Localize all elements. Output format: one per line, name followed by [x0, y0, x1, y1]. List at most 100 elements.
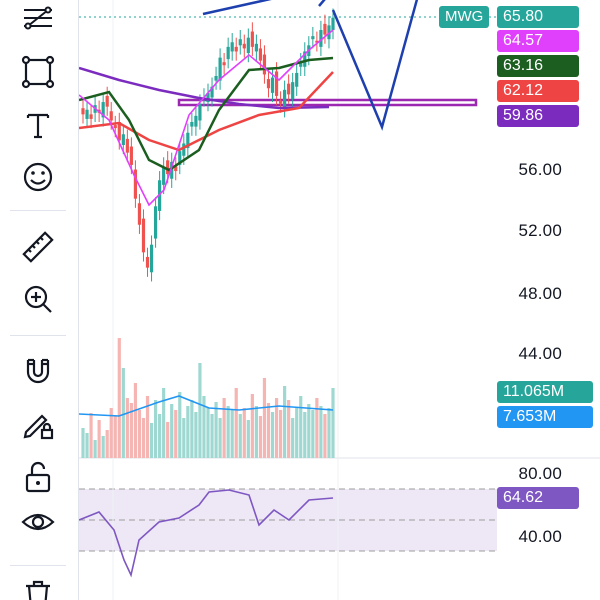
candle-body	[178, 151, 182, 165]
volume-bar	[166, 422, 170, 458]
volume-bar	[327, 408, 331, 458]
trend-line[interactable]	[202, 0, 284, 16]
trend-line[interactable]	[318, 0, 331, 7]
volume-ma-line	[78, 395, 334, 417]
candle-body	[266, 79, 271, 89]
candle-body	[311, 36, 315, 40]
ma-purple-line	[78, 66, 330, 110]
candle-body	[170, 161, 174, 179]
candle-body	[262, 54, 267, 75]
volume-bar	[174, 410, 178, 458]
candle-body	[210, 86, 214, 98]
volume-bar	[145, 396, 150, 458]
volume-bar	[121, 368, 125, 458]
volume-bar	[270, 412, 275, 458]
candle-body	[182, 143, 186, 156]
volume-bar	[93, 440, 97, 458]
volume-bar	[311, 410, 315, 458]
candle-body	[226, 46, 230, 60]
lock-tool[interactable]	[12, 455, 64, 499]
trend-line-tool[interactable]	[12, 0, 64, 44]
candle-body	[299, 62, 303, 67]
magnet-tool[interactable]	[12, 348, 64, 392]
volume-bar	[133, 383, 138, 458]
smiley-icon	[23, 162, 53, 192]
volume-bar	[202, 396, 206, 458]
volume-bar	[182, 418, 186, 458]
candle-body	[190, 122, 194, 127]
candle-body	[250, 31, 254, 47]
candle-body	[270, 77, 275, 93]
ma-magenta-line	[78, 29, 334, 207]
candle-body	[274, 71, 279, 96]
toolbar-divider	[10, 565, 66, 566]
volume-bar	[198, 363, 202, 458]
candle-body	[121, 134, 125, 145]
volume-bar	[303, 412, 307, 458]
volume-bar	[307, 404, 311, 458]
candle-body	[331, 17, 335, 30]
fib-lines-icon	[24, 6, 52, 30]
volume-bar	[291, 418, 295, 458]
candle-body	[85, 109, 89, 119]
toolbar-divider	[10, 335, 66, 336]
unlock-icon	[25, 461, 51, 493]
volume-bar	[254, 406, 258, 458]
candle-body	[258, 48, 263, 61]
ruler-tool[interactable]	[12, 225, 64, 269]
candle-body	[319, 30, 323, 47]
volume-bar	[170, 404, 174, 458]
candle-body	[158, 180, 162, 211]
text-icon	[26, 113, 50, 139]
candle-body	[222, 62, 226, 66]
volume-bar	[178, 392, 182, 458]
volume-bar	[226, 406, 230, 458]
ma-red-tag: 62.12	[497, 80, 579, 102]
volume-bar	[238, 414, 242, 458]
volume-bar	[210, 414, 214, 458]
price-tick: 56.00	[518, 160, 562, 179]
visibility-tool[interactable]	[12, 500, 64, 544]
projection-zigzag[interactable]	[331, 0, 419, 131]
volume-bar	[194, 412, 198, 458]
volume-bars	[81, 338, 335, 458]
candle-body	[254, 43, 258, 52]
candle-body	[242, 43, 246, 49]
volume-bar	[105, 430, 109, 458]
support-zone-rectangle[interactable]	[177, 98, 478, 107]
volume-bar	[266, 403, 271, 458]
chart-pane[interactable]: 56.00 52.00 48.00 44.00 MWG 65.80 64.57 …	[78, 0, 600, 600]
price-chart-canvas[interactable]	[78, 0, 600, 600]
candle-body	[109, 111, 113, 121]
candle-body	[141, 218, 146, 253]
candle-body	[125, 138, 129, 153]
volume-bar	[234, 388, 238, 458]
shape-tool[interactable]	[12, 50, 64, 94]
candle-body	[278, 100, 283, 104]
rectangle-icon	[21, 55, 55, 89]
emoji-tool[interactable]	[12, 155, 64, 199]
volume-bar	[242, 408, 246, 458]
lock-drawing-tool[interactable]	[12, 402, 64, 446]
ruler-icon	[22, 231, 54, 263]
candle-body	[81, 108, 85, 115]
candle-body	[162, 166, 166, 185]
volume-bar	[89, 413, 93, 458]
volume-bar	[222, 398, 226, 458]
toolbar-divider	[10, 210, 66, 211]
candle-body	[105, 95, 109, 107]
zoom-tool[interactable]	[12, 277, 64, 321]
candle-body	[133, 169, 138, 199]
volume-bar	[250, 394, 254, 458]
candlesticks	[81, 8, 335, 282]
candle-body	[149, 244, 154, 273]
text-tool[interactable]	[12, 103, 64, 147]
volume-bar	[206, 408, 210, 458]
rsi-value-tag: 64.62	[497, 487, 579, 509]
candle-body	[283, 89, 287, 109]
candle-body	[303, 51, 307, 67]
candle-body	[234, 46, 238, 52]
delete-tool[interactable]	[12, 572, 64, 600]
pencil-lock-icon	[23, 414, 54, 440]
